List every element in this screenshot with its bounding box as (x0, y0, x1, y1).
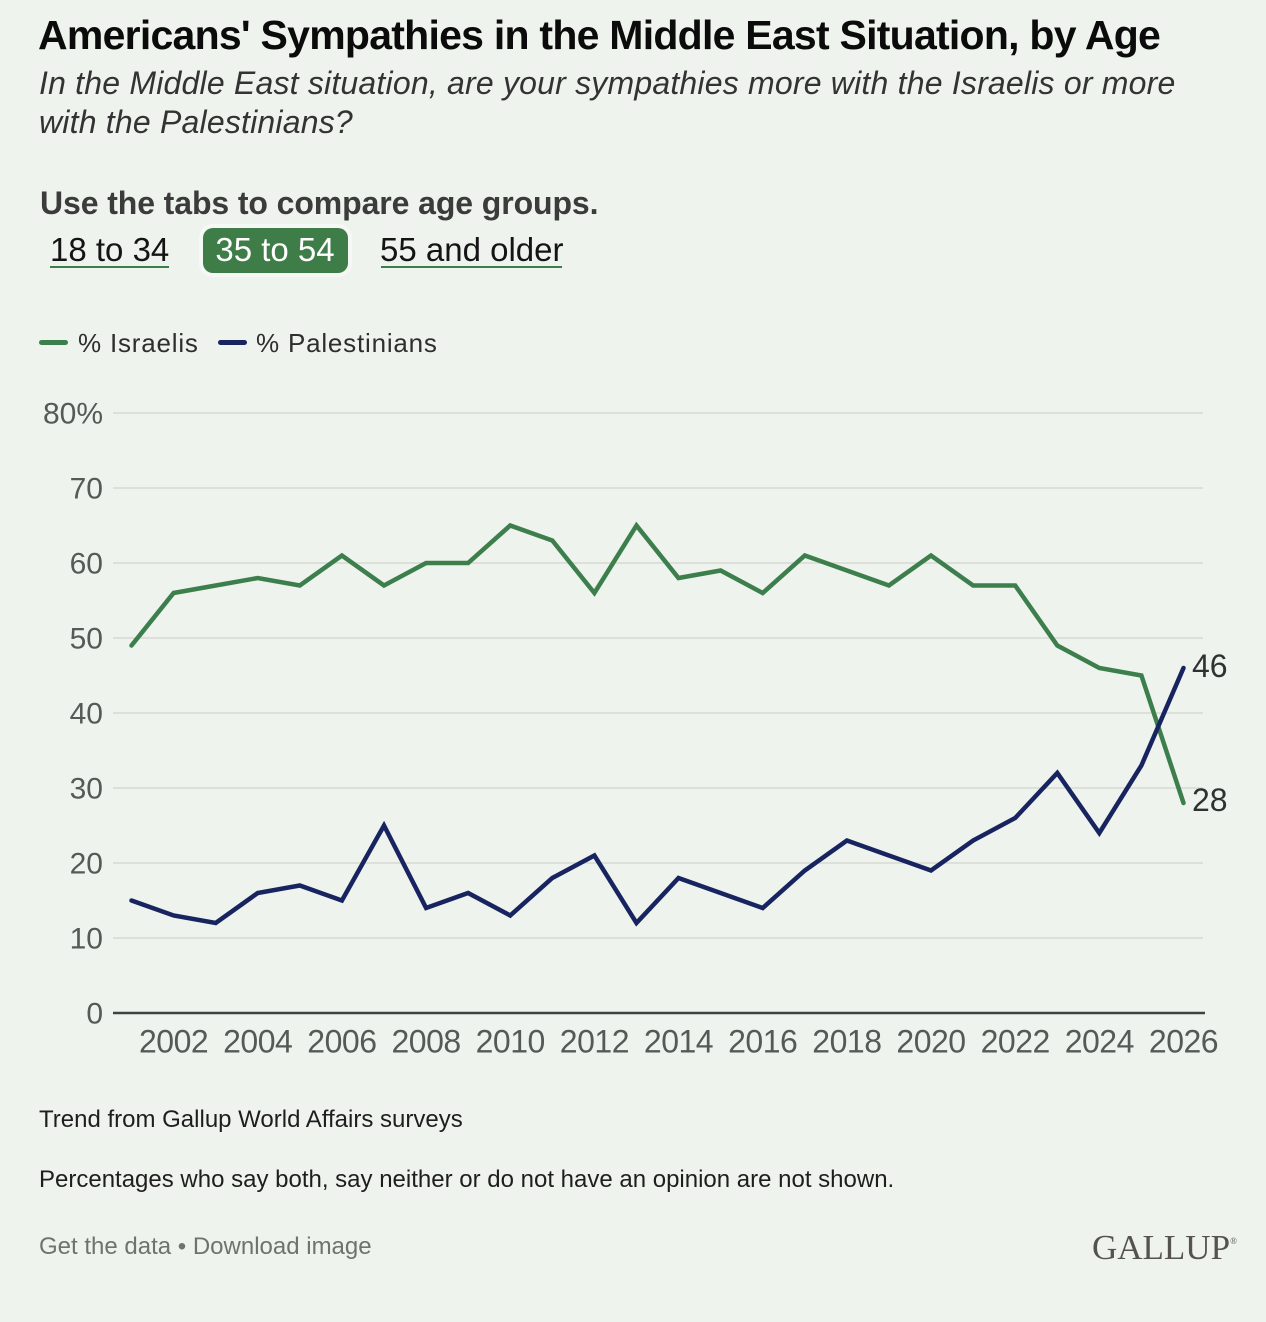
svg-text:2026: 2026 (1149, 1024, 1218, 1060)
svg-text:2022: 2022 (981, 1024, 1050, 1060)
svg-text:2016: 2016 (728, 1024, 797, 1060)
svg-text:28: 28 (1192, 782, 1228, 818)
svg-text:2012: 2012 (560, 1024, 629, 1060)
svg-text:2006: 2006 (307, 1024, 376, 1060)
svg-text:20: 20 (70, 848, 103, 881)
svg-text:2008: 2008 (392, 1024, 461, 1060)
svg-text:2020: 2020 (896, 1024, 965, 1060)
svg-text:2014: 2014 (644, 1024, 713, 1060)
svg-text:40: 40 (70, 698, 103, 731)
svg-text:2024: 2024 (1065, 1024, 1134, 1060)
svg-text:10: 10 (70, 923, 103, 956)
svg-text:0: 0 (86, 998, 103, 1031)
svg-text:50: 50 (70, 623, 103, 656)
svg-text:80%: 80% (43, 398, 103, 431)
svg-text:2018: 2018 (812, 1024, 881, 1060)
svg-text:30: 30 (70, 773, 103, 806)
svg-text:2010: 2010 (476, 1024, 545, 1060)
svg-text:60: 60 (70, 548, 103, 581)
svg-text:46: 46 (1192, 648, 1228, 684)
svg-text:70: 70 (70, 473, 103, 506)
svg-text:2004: 2004 (223, 1024, 292, 1060)
svg-text:2002: 2002 (139, 1024, 208, 1060)
